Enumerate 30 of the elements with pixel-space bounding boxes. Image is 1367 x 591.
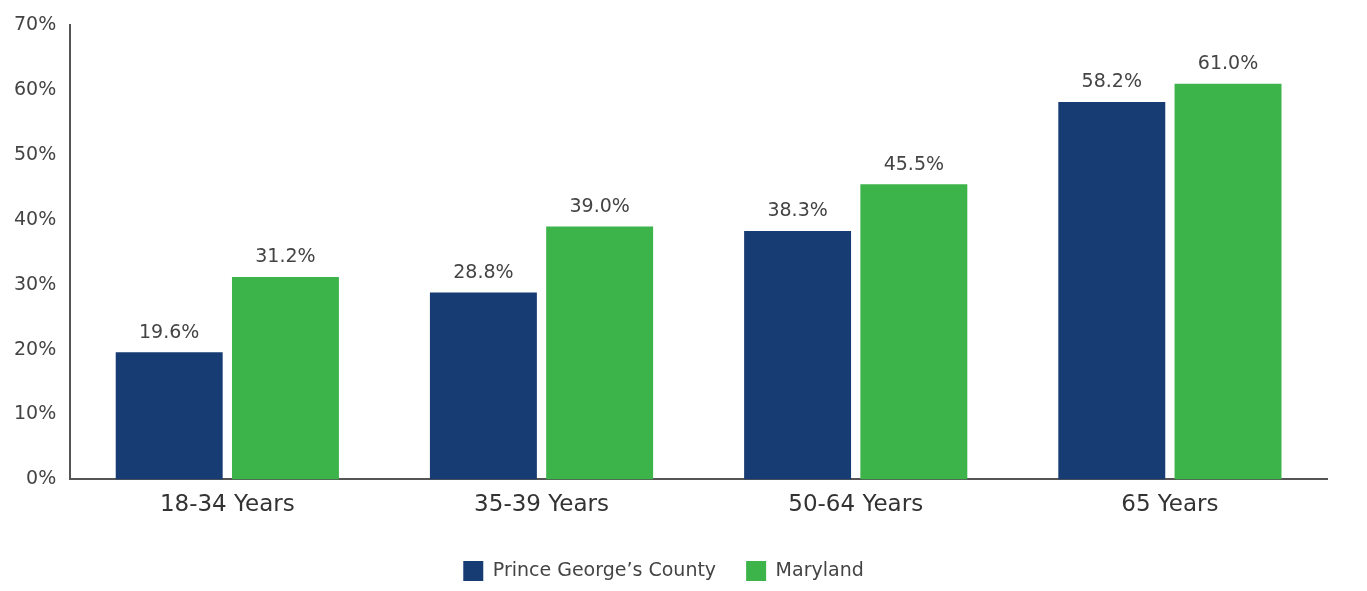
data-label: 38.3%: [767, 198, 828, 221]
x-tick-label: 50-64 Years: [788, 490, 924, 517]
y-tick-label: 20%: [14, 336, 57, 359]
x-tick-label: 65 Years: [1121, 490, 1219, 517]
bar: [429, 292, 537, 480]
bar: [860, 184, 968, 480]
bar: [546, 226, 654, 480]
legend-label: Maryland: [775, 557, 864, 580]
y-tick-label: 0%: [26, 466, 57, 489]
x-tick-label: 35-39 Years: [474, 490, 609, 517]
y-tick-label: 60%: [14, 77, 57, 100]
data-label: 45.5%: [883, 151, 945, 174]
y-tick-label: 10%: [14, 401, 57, 424]
data-label: 19.6%: [139, 319, 200, 342]
data-label: 31.2%: [255, 244, 316, 267]
data-label: 58.2%: [1081, 69, 1142, 92]
data-label: 39.0%: [569, 193, 630, 216]
y-tick-label: 50%: [14, 142, 57, 165]
legend-label: Prince George’s County: [492, 557, 717, 580]
bar: [115, 352, 223, 480]
bar: [744, 231, 852, 480]
bar: [1174, 83, 1282, 480]
bar: [231, 277, 339, 480]
x-tick-label: 18-34 Years: [159, 490, 295, 517]
y-tick-label: 30%: [14, 271, 57, 294]
bar: [1058, 101, 1166, 480]
y-tick-label: 70%: [14, 12, 57, 35]
data-label: 61.0%: [1197, 51, 1259, 74]
data-label: 28.8%: [453, 260, 514, 283]
y-tick-label: 40%: [14, 206, 57, 229]
